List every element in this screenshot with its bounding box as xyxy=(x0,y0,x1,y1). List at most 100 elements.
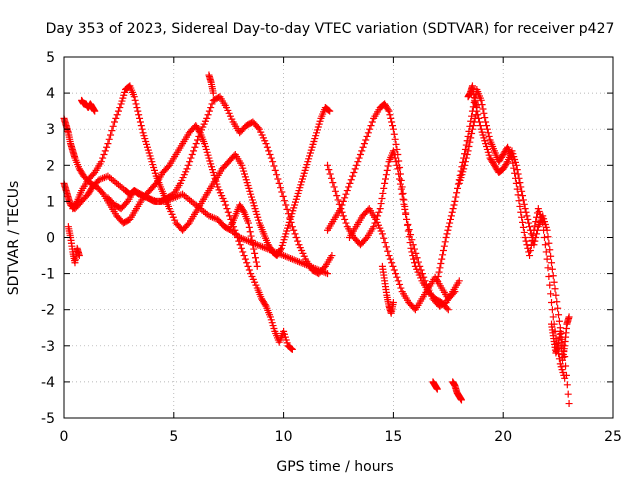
data-point xyxy=(333,192,341,200)
data-point xyxy=(277,184,285,192)
data-point xyxy=(545,272,553,280)
data-point xyxy=(138,125,146,133)
data-point xyxy=(547,252,555,260)
data-point xyxy=(397,176,405,184)
data-point xyxy=(454,184,462,192)
data-point xyxy=(339,212,347,220)
data-point xyxy=(405,226,413,234)
y-axis-label: SDTVAR / TECUs xyxy=(6,181,22,296)
data-point xyxy=(546,246,554,254)
data-point xyxy=(89,170,97,178)
data-point xyxy=(418,270,426,278)
data-point xyxy=(461,158,469,166)
data-point xyxy=(463,150,471,158)
data-point xyxy=(517,183,525,191)
data-point xyxy=(237,244,245,252)
data-point xyxy=(338,201,346,209)
data-point xyxy=(103,143,111,151)
data-point xyxy=(465,143,473,151)
data-point xyxy=(114,107,122,115)
data-point xyxy=(334,196,342,204)
data-point xyxy=(446,219,454,227)
data-point xyxy=(249,241,257,249)
data-point xyxy=(376,205,384,213)
data-point xyxy=(544,233,552,241)
data-point xyxy=(555,355,563,363)
data-point xyxy=(377,200,385,208)
data-point xyxy=(439,251,447,259)
data-point xyxy=(388,259,396,267)
y-tick-label: -5 xyxy=(41,411,55,427)
data-point xyxy=(442,234,450,241)
data-point xyxy=(540,234,548,241)
data-point xyxy=(477,96,485,104)
data-point xyxy=(451,197,459,205)
data-point xyxy=(134,107,142,115)
data-point xyxy=(325,106,333,114)
data-point xyxy=(482,118,490,126)
data-point xyxy=(188,150,196,158)
y-tick-label: 2 xyxy=(46,158,55,174)
data-point xyxy=(232,230,240,238)
x-tick-label: 5 xyxy=(169,429,178,445)
data-point xyxy=(267,154,275,162)
data-point xyxy=(220,197,228,205)
data-point xyxy=(405,233,413,241)
y-tick-label: -3 xyxy=(41,339,55,355)
data-point xyxy=(122,199,130,207)
data-point xyxy=(279,192,287,200)
data-point xyxy=(391,135,399,143)
data-point xyxy=(526,223,534,231)
data-point xyxy=(100,150,108,158)
data-point xyxy=(554,304,562,312)
data-point xyxy=(551,285,559,293)
data-point xyxy=(395,157,403,165)
data-point xyxy=(337,205,345,213)
data-point xyxy=(292,234,300,241)
data-point xyxy=(389,147,397,155)
data-point xyxy=(265,147,273,155)
x-axis-label: GPS time / hours xyxy=(276,459,393,475)
data-point xyxy=(164,163,172,171)
data-point xyxy=(275,179,283,187)
data-point xyxy=(248,236,256,244)
data-point xyxy=(433,277,441,285)
data-point xyxy=(271,166,279,174)
data-point xyxy=(246,228,254,236)
data-point xyxy=(324,161,332,169)
data-point xyxy=(396,170,404,178)
data-point xyxy=(288,223,296,231)
data-point xyxy=(389,125,397,133)
data-point xyxy=(245,223,253,231)
data-point xyxy=(368,118,376,126)
chart-title: Day 353 of 2023, Sidereal Day-to-day VTE… xyxy=(46,21,615,37)
data-point xyxy=(521,205,529,213)
data-point xyxy=(478,101,486,109)
data-point xyxy=(519,218,527,226)
data-point xyxy=(444,226,452,234)
data-point xyxy=(468,125,476,133)
data-point xyxy=(555,311,563,319)
data-point xyxy=(288,345,296,353)
data-point xyxy=(531,237,539,245)
series-t18 xyxy=(227,201,261,270)
data-point xyxy=(184,221,192,229)
data-point xyxy=(391,154,399,162)
series-t5 xyxy=(78,96,99,115)
data-point xyxy=(192,140,200,148)
data-point xyxy=(543,226,551,234)
data-point xyxy=(548,306,556,314)
data-point xyxy=(443,304,451,312)
data-point xyxy=(290,226,298,234)
data-point xyxy=(358,147,366,155)
data-point xyxy=(389,298,397,306)
data-point xyxy=(552,291,560,299)
data-point xyxy=(345,183,353,191)
data-point xyxy=(521,234,529,241)
data-point xyxy=(545,239,553,247)
data-point xyxy=(247,232,255,240)
data-point xyxy=(400,196,408,204)
data-point xyxy=(433,385,441,393)
data-point xyxy=(515,174,523,182)
data-point xyxy=(410,259,418,267)
